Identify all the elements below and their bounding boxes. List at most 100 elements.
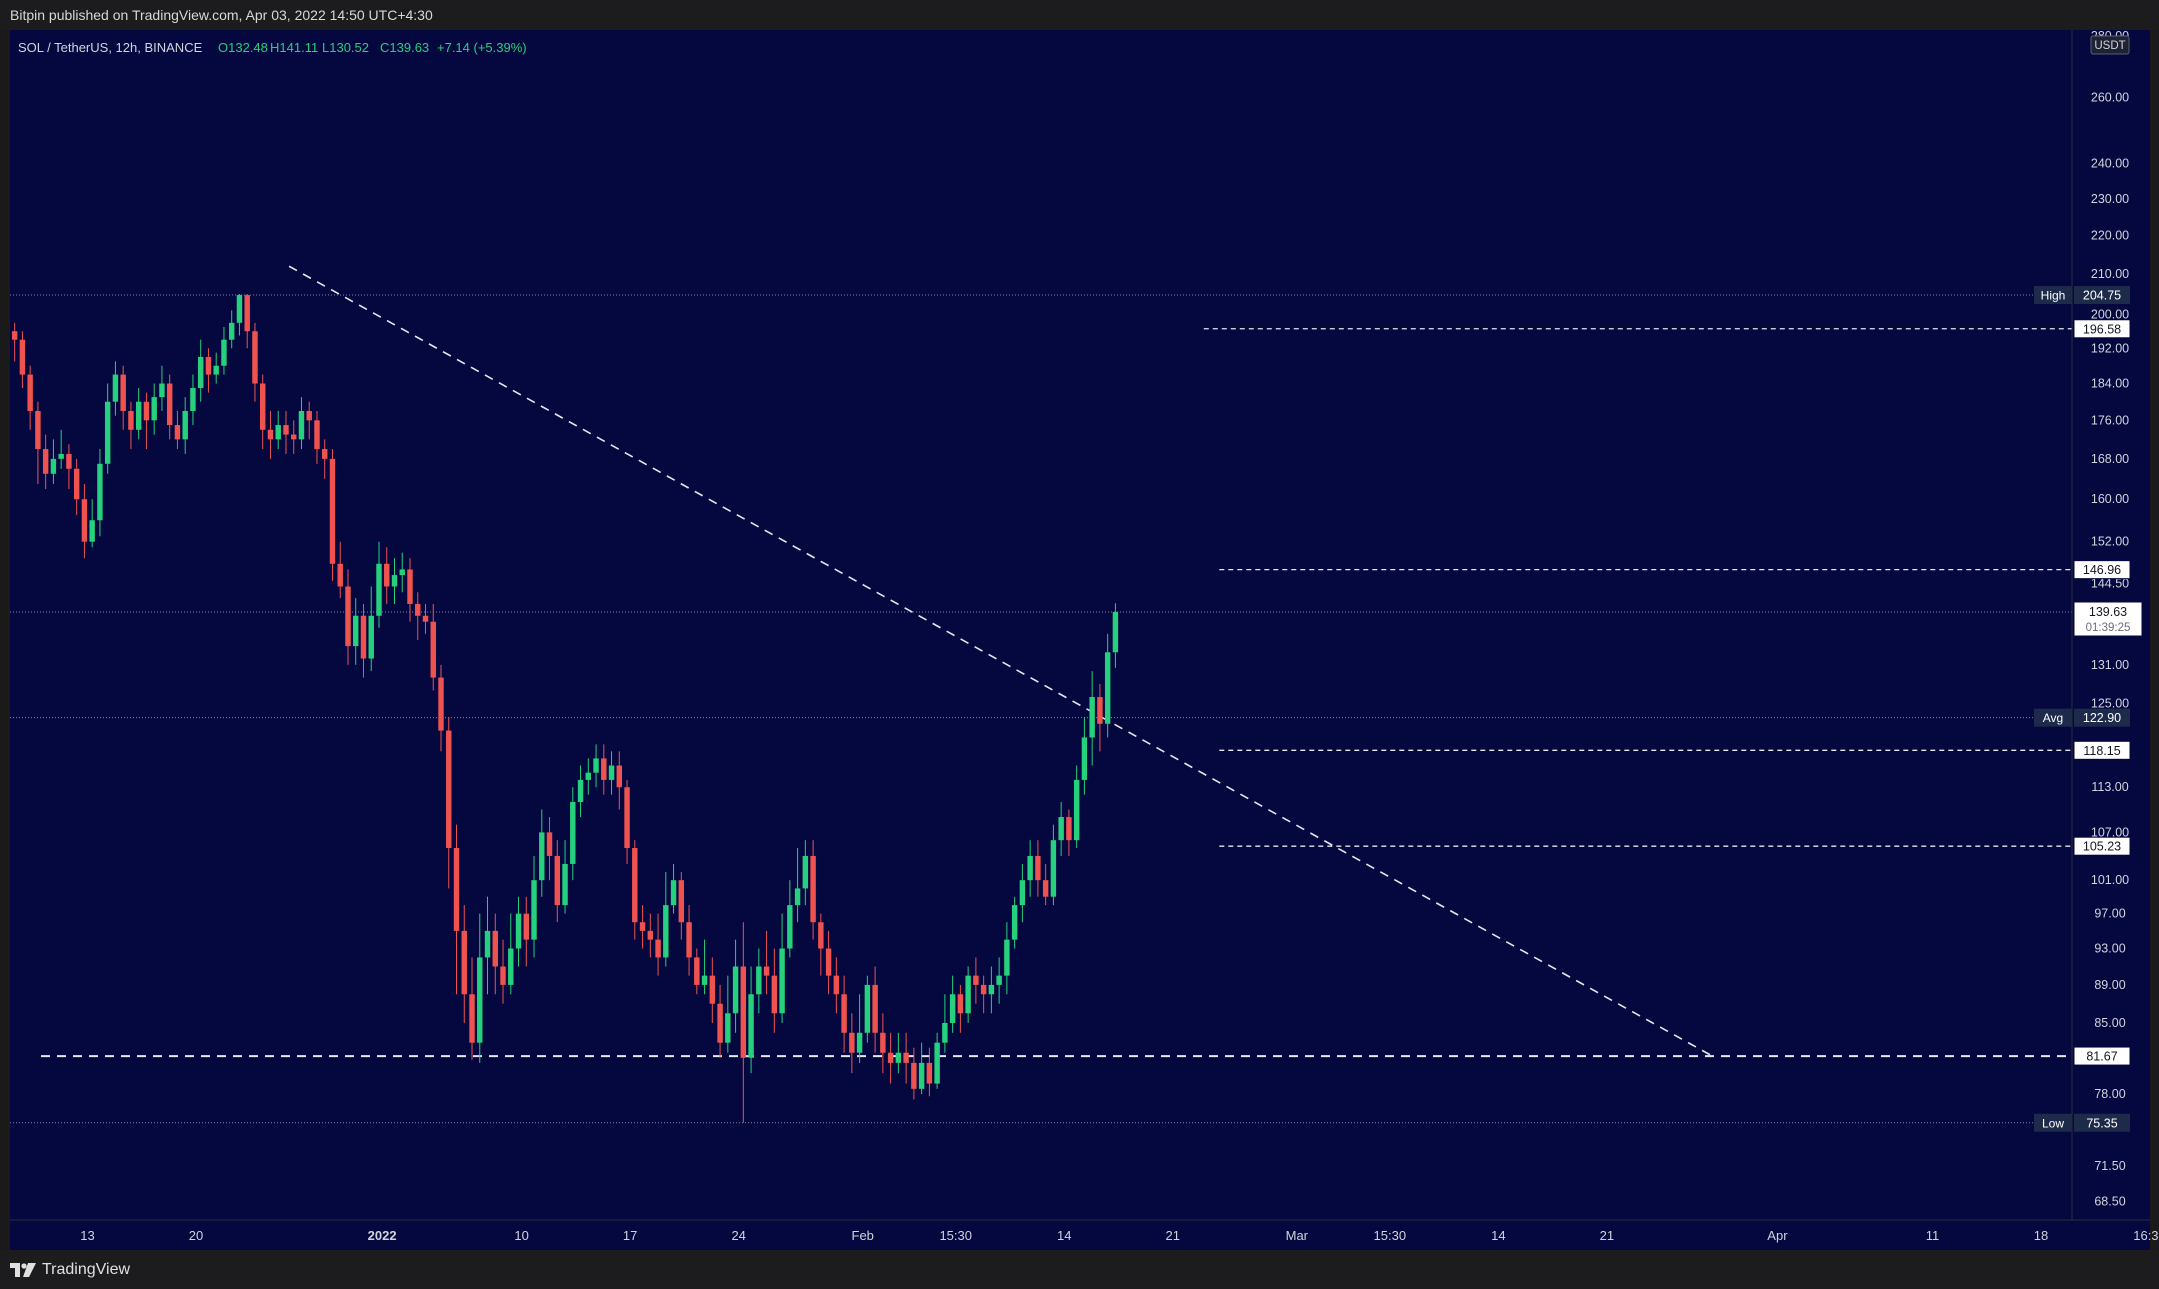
candle-body — [35, 410, 41, 450]
candle-body — [887, 1052, 894, 1063]
marker-value-box — [2074, 286, 2130, 305]
candle-body — [135, 401, 142, 430]
candle-body — [864, 984, 871, 1033]
candle-body — [360, 615, 367, 659]
level-value-box — [2073, 836, 2131, 856]
legend-low: L130.52 — [322, 40, 369, 55]
candle-body — [213, 365, 219, 375]
legend-symbol[interactable]: SOL / TetherUS, 12h, BINANCE — [18, 40, 203, 55]
time-tick-label: 17 — [623, 1228, 637, 1243]
candle-body — [298, 410, 305, 440]
candle-body — [1058, 817, 1064, 841]
candle-body — [1035, 855, 1041, 881]
candle-body — [756, 966, 762, 995]
candle-body — [1089, 697, 1095, 738]
candle-body — [182, 410, 188, 440]
candle-body — [539, 832, 545, 881]
candle-body — [515, 913, 522, 949]
candle-body — [453, 848, 460, 931]
candle-body — [399, 569, 405, 576]
candle-body — [678, 880, 685, 923]
candle-body — [112, 374, 119, 402]
candle-body — [407, 569, 413, 604]
candle-body — [190, 388, 196, 411]
candle-body — [1073, 779, 1080, 841]
price-tick-label: 220.00 — [2091, 229, 2129, 243]
price-tick-label: 131.00 — [2091, 658, 2129, 672]
candle-body — [794, 888, 801, 906]
candle-body — [1081, 737, 1088, 780]
candle-body — [639, 922, 646, 931]
candle-body — [562, 863, 568, 906]
price-chart[interactable]: 280.00260.00240.00230.00220.00210.00200.… — [0, 30, 2159, 1250]
candle-body — [500, 966, 506, 985]
level-value: 118.15 — [2083, 744, 2120, 758]
candle-body — [833, 975, 840, 995]
marker-value: 75.35 — [2086, 1116, 2117, 1130]
price-tick-label: 107.00 — [2091, 825, 2129, 839]
candle-body — [89, 520, 95, 542]
price-axis[interactable]: 280.00260.00240.00230.00220.00210.00200.… — [2090, 30, 2130, 1209]
level-value-box — [2073, 1046, 2131, 1066]
marker-value-box — [2074, 1113, 2130, 1132]
price-tick-label: 93.00 — [2094, 941, 2125, 955]
candle-body — [841, 994, 847, 1033]
candle-body — [918, 1062, 925, 1089]
price-tick-label: 97.00 — [2094, 907, 2125, 921]
candle-body — [872, 984, 878, 1033]
level-value: 105.23 — [2083, 840, 2121, 854]
price-tick-label: 230.00 — [2091, 192, 2129, 206]
candle-body — [903, 1052, 909, 1063]
candle-body — [670, 880, 677, 906]
last-price-box — [2073, 601, 2143, 637]
candle-body — [143, 401, 150, 421]
candle-body — [709, 975, 716, 1004]
legend-close: C139.63 — [380, 40, 429, 55]
candle-body — [329, 458, 336, 564]
candle-body — [686, 922, 692, 958]
candle-body — [570, 801, 576, 864]
candle-body — [825, 948, 832, 976]
price-tick-label: 78.00 — [2094, 1087, 2125, 1101]
candle-body — [415, 603, 421, 616]
horizontal-levels — [10, 294, 2072, 1124]
time-tick-label: 14 — [1491, 1228, 1505, 1243]
candle-body — [438, 677, 444, 731]
candle-body — [856, 1032, 863, 1053]
candle-body — [322, 449, 328, 459]
time-tick-label: 21 — [1166, 1228, 1180, 1243]
candle-body — [337, 563, 343, 587]
candle-body — [577, 779, 584, 802]
level-value: 146.96 — [2083, 563, 2121, 577]
marker-tag — [2034, 286, 2072, 305]
candle-body — [306, 410, 312, 421]
candle-body — [1042, 880, 1049, 897]
time-tick-label: 18 — [2034, 1228, 2048, 1243]
candle-body — [314, 420, 320, 450]
level-value: 81.67 — [2086, 1050, 2117, 1064]
candle-body — [73, 468, 80, 500]
left-border — [0, 30, 10, 1250]
candle-body — [849, 1032, 855, 1053]
candle-body — [523, 913, 529, 940]
candle-body — [1104, 652, 1111, 724]
candle-body — [895, 1052, 902, 1063]
time-axis[interactable]: 13 20 2022 10 17 24 Feb 15:30 14 21 Mar 15:30 14 21 Ap… — [80, 1228, 2159, 1243]
time-tick-label: 10 — [514, 1228, 528, 1243]
legend-high: H141.11 — [270, 40, 318, 55]
candle-body — [616, 765, 623, 788]
time-tick-label: 2022 — [368, 1228, 397, 1243]
candle-body — [965, 975, 971, 1014]
candle-body — [663, 905, 669, 958]
bar-countdown: 01:39:25 — [2086, 622, 2131, 634]
publisher-bar: Bitpin published on TradingView.com, Apr… — [0, 0, 2159, 30]
footer-bar: TradingView — [0, 1250, 2159, 1289]
candle-body — [531, 880, 537, 940]
candle-body — [717, 1003, 723, 1043]
tradingview-brand[interactable]: TradingView — [10, 1250, 130, 1289]
candle-body — [1011, 905, 1018, 940]
candle-body — [973, 975, 979, 985]
candle-body — [880, 1032, 886, 1053]
candle-body — [926, 1062, 933, 1084]
candle-body — [810, 855, 816, 923]
